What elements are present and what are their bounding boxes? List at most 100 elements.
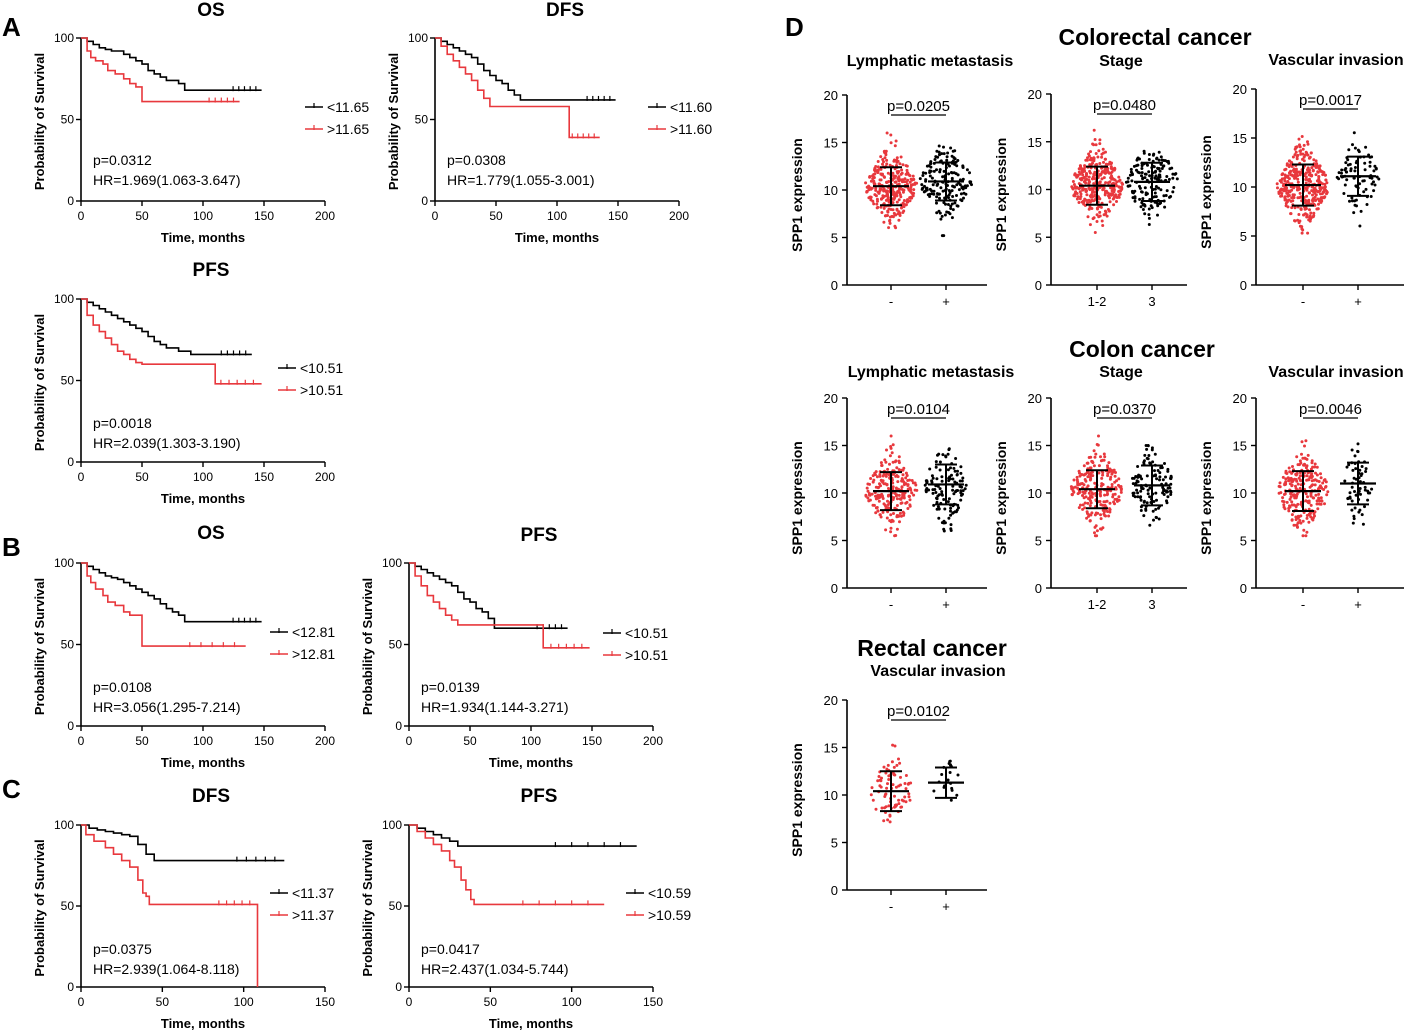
y-tick-label: 15 xyxy=(1233,131,1247,146)
data-point xyxy=(1159,188,1163,192)
data-point xyxy=(1307,520,1311,524)
data-point xyxy=(882,819,886,823)
y-tick-label: 0 xyxy=(1240,581,1247,596)
data-point xyxy=(878,473,882,476)
data-point xyxy=(875,475,879,479)
data-point xyxy=(1097,464,1101,468)
data-point xyxy=(1313,462,1317,466)
data-point xyxy=(1297,213,1301,216)
data-point xyxy=(1315,473,1319,477)
y-tick-label: 50 xyxy=(415,113,429,127)
data-point xyxy=(898,511,902,515)
data-point xyxy=(1126,176,1130,180)
data-point xyxy=(928,467,932,471)
data-point xyxy=(1154,185,1158,188)
data-point xyxy=(1077,469,1081,473)
data-point xyxy=(1317,486,1321,490)
data-point xyxy=(1318,499,1321,503)
data-point xyxy=(965,168,969,172)
data-point xyxy=(1346,497,1350,501)
data-point xyxy=(1101,224,1105,227)
data-point xyxy=(938,487,942,491)
data-point xyxy=(1292,503,1296,507)
data-point xyxy=(902,202,905,206)
y-tick-label: 50 xyxy=(61,899,75,913)
data-point xyxy=(1155,201,1159,205)
y-tick-label: 50 xyxy=(389,638,403,652)
data-point xyxy=(1157,517,1161,521)
data-point xyxy=(1089,494,1093,498)
x-tick-label: 100 xyxy=(193,209,213,223)
data-point xyxy=(1140,167,1144,170)
data-point xyxy=(1357,150,1361,154)
data-point xyxy=(1140,171,1144,175)
section-title-colon: Colon cancer xyxy=(1069,336,1215,362)
data-point xyxy=(1147,213,1151,217)
data-point xyxy=(1292,193,1296,197)
data-point xyxy=(1156,469,1160,472)
data-point xyxy=(904,471,908,475)
data-point xyxy=(1077,201,1081,204)
y-tick-label: 10 xyxy=(1028,486,1042,501)
data-point xyxy=(1149,204,1153,208)
data-point xyxy=(937,493,941,497)
data-point xyxy=(1079,482,1083,486)
data-point xyxy=(956,773,960,777)
data-point xyxy=(1082,496,1086,500)
data-point xyxy=(918,177,922,181)
data-point xyxy=(1345,170,1348,174)
data-point xyxy=(937,507,941,511)
km-chart-a3: PFS 0 50 100 150 200 0 50 100 Time, months Probabi… xyxy=(32,260,343,506)
data-point xyxy=(1279,180,1283,184)
x-tick-label: 3 xyxy=(1148,597,1155,612)
data-point xyxy=(1094,143,1098,147)
data-point xyxy=(888,813,892,817)
data-point xyxy=(884,528,888,532)
data-point xyxy=(1280,177,1284,181)
data-point xyxy=(1142,149,1146,153)
x-tick-label: 0 xyxy=(78,470,85,484)
data-point xyxy=(898,761,902,765)
data-point xyxy=(1087,178,1091,182)
data-point xyxy=(1101,508,1105,512)
data-point xyxy=(1152,500,1156,503)
data-point xyxy=(1283,168,1287,172)
data-point xyxy=(950,154,954,158)
data-point xyxy=(962,196,965,200)
data-point xyxy=(1156,213,1159,217)
data-point xyxy=(1311,168,1315,172)
p-value: p=0.0104 xyxy=(887,401,950,418)
y-tick-label: 20 xyxy=(824,88,838,103)
data-point xyxy=(1306,231,1310,235)
data-point xyxy=(1277,192,1281,195)
data-point xyxy=(1099,527,1103,531)
data-point xyxy=(1372,189,1376,193)
x-tick-label: + xyxy=(1354,294,1362,309)
data-point xyxy=(1103,455,1107,459)
data-point xyxy=(1070,493,1074,497)
data-point xyxy=(1136,495,1140,499)
data-point xyxy=(934,491,938,494)
km-curve-high xyxy=(409,824,605,906)
legend-label-high: >12.81 xyxy=(292,646,335,662)
y-tick-label: 20 xyxy=(1028,87,1042,102)
data-point xyxy=(1138,186,1142,190)
data-point xyxy=(1360,513,1364,517)
data-point xyxy=(1299,479,1303,483)
x-tick-label: 200 xyxy=(315,470,335,484)
data-point xyxy=(900,798,904,802)
data-point xyxy=(1322,196,1326,200)
data-point xyxy=(1282,500,1286,504)
data-point xyxy=(1152,152,1156,156)
x-tick-label: 50 xyxy=(463,734,477,748)
data-point xyxy=(1297,137,1301,141)
data-point xyxy=(1106,466,1110,470)
hazard-ratio: HR=2.039(1.303-3.190) xyxy=(93,435,241,451)
data-point xyxy=(1377,177,1381,181)
data-point xyxy=(1141,177,1145,181)
data-point xyxy=(1281,172,1285,176)
data-point xyxy=(1305,516,1309,520)
data-point xyxy=(953,201,957,205)
data-point xyxy=(956,173,960,177)
data-point xyxy=(1117,477,1121,481)
